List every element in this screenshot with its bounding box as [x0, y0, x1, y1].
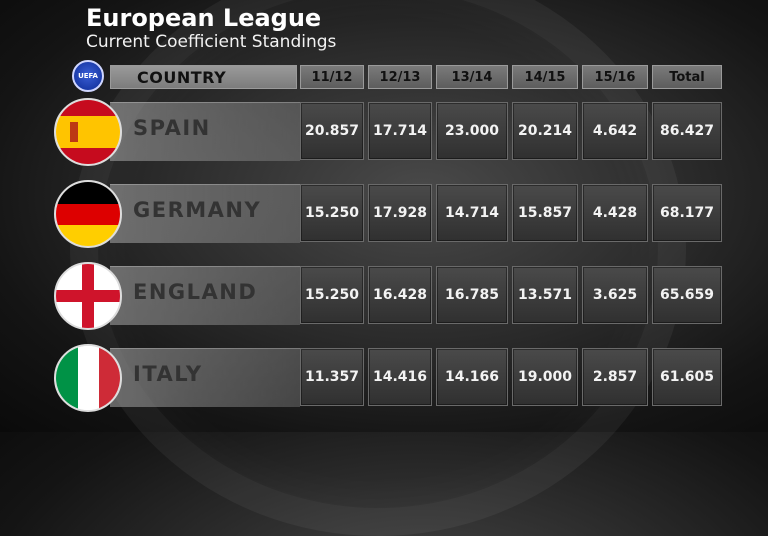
header-total: Total	[652, 65, 722, 89]
value-cell: 15.857	[512, 184, 578, 242]
country-name: ITALY	[133, 362, 203, 386]
value-cell: 11.357	[300, 348, 364, 406]
value-cell: 2.857	[582, 348, 648, 406]
value-cell: 4.428	[582, 184, 648, 242]
value-cell: 20.214	[512, 102, 578, 160]
value-cell: 17.714	[368, 102, 432, 160]
value-cell: 4.642	[582, 102, 648, 160]
value-cell: 3.625	[582, 266, 648, 324]
country-name: SPAIN	[133, 116, 211, 140]
total-cell: 86.427	[652, 102, 722, 160]
spain-flag-icon	[54, 98, 122, 166]
uefa-logo-icon: UEFA	[72, 60, 104, 92]
header-season-3: 13/14	[436, 65, 508, 89]
value-cell: 14.416	[368, 348, 432, 406]
logo-text: UEFA	[78, 72, 98, 80]
header-season-1: 11/12	[300, 65, 364, 89]
table-row: ITALY 11.357 14.416 14.166 19.000 2.857 …	[0, 344, 768, 412]
value-cell: 14.166	[436, 348, 508, 406]
country-name: ENGLAND	[133, 280, 258, 304]
row-band	[110, 266, 300, 325]
italy-flag-icon	[54, 344, 122, 412]
value-cell: 15.250	[300, 184, 364, 242]
row-band	[110, 348, 300, 407]
table-row: SPAIN 20.857 17.714 23.000 20.214 4.642 …	[0, 98, 768, 166]
total-cell: 65.659	[652, 266, 722, 324]
germany-flag-icon	[54, 180, 122, 248]
value-cell: 20.857	[300, 102, 364, 160]
value-cell: 16.785	[436, 266, 508, 324]
country-name: GERMANY	[133, 198, 262, 222]
value-cell: 23.000	[436, 102, 508, 160]
table-header: COUNTRY 11/12 12/13 13/14 14/15 15/16 To…	[0, 65, 768, 89]
value-cell: 17.928	[368, 184, 432, 242]
total-cell: 61.605	[652, 348, 722, 406]
page-title: European League	[86, 4, 322, 32]
row-band	[110, 184, 300, 243]
total-cell: 68.177	[652, 184, 722, 242]
value-cell: 13.571	[512, 266, 578, 324]
row-band	[110, 102, 300, 161]
table-row: ENGLAND 15.250 16.428 16.785 13.571 3.62…	[0, 262, 768, 330]
value-cell: 14.714	[436, 184, 508, 242]
value-cell: 19.000	[512, 348, 578, 406]
header-season-2: 12/13	[368, 65, 432, 89]
page-subtitle: Current Coefficient Standings	[86, 32, 337, 52]
value-cell: 16.428	[368, 266, 432, 324]
value-cell: 15.250	[300, 266, 364, 324]
table-row: GERMANY 15.250 17.928 14.714 15.857 4.42…	[0, 180, 768, 248]
header-country: COUNTRY	[110, 65, 297, 89]
england-flag-icon	[54, 262, 122, 330]
header-season-4: 14/15	[512, 65, 578, 89]
header-season-5: 15/16	[582, 65, 648, 89]
